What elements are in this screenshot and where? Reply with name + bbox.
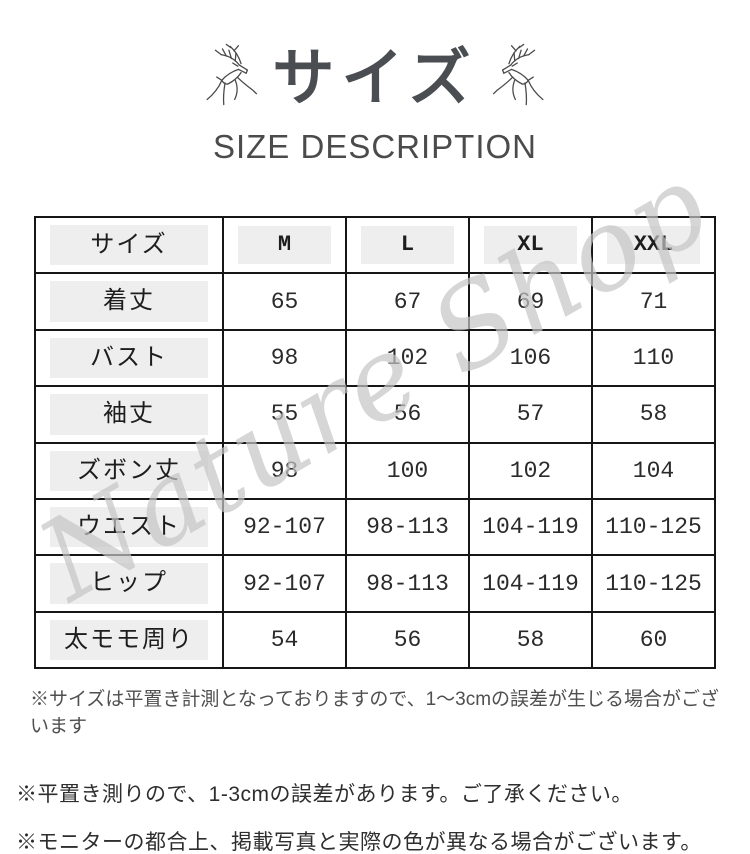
size-table-corner-cell: サイズ — [34, 215, 224, 275]
row-label-cell: 着丈 — [34, 272, 224, 331]
size-value-cell: 110 — [591, 328, 716, 388]
size-value-cell: 58 — [591, 385, 716, 444]
size-value-cell: 104-119 — [468, 554, 593, 613]
row-label-cell: ウエスト — [34, 497, 224, 557]
row-label-cell: バスト — [34, 328, 224, 388]
size-table-header-cell: XL — [468, 215, 593, 275]
size-table-header-cell: M — [222, 215, 347, 275]
size-value-cell: 98 — [222, 441, 347, 500]
size-value-cell: 106 — [468, 328, 593, 388]
deer-icon-left — [202, 38, 266, 120]
size-value-cell: 67 — [345, 272, 470, 331]
size-table: サイズ M L XL XXL 着丈 65 67 69 71 バスト 98 102 106 110 袖丈 55 56… — [34, 215, 716, 670]
size-value-cell: 65 — [222, 272, 347, 331]
header-label: XXL — [607, 226, 700, 265]
size-value-cell: 92-107 — [222, 497, 347, 557]
size-value-cell: 102 — [468, 441, 593, 500]
size-value-cell: 56 — [345, 610, 470, 670]
note-item: ※平置き測りので、1-3cmの誤差があります。ご了承ください。 — [16, 783, 633, 807]
page-title: サイズ — [272, 44, 478, 113]
size-value-cell: 98 — [222, 328, 347, 388]
size-value-cell: 92-107 — [222, 554, 347, 613]
size-table-row: バスト 98 102 106 110 — [34, 328, 716, 388]
page-subtitle: SIZE DESCRIPTION — [212, 128, 538, 165]
header-label: XL — [484, 226, 577, 265]
header-label: L — [361, 226, 454, 265]
size-value-cell: 100 — [345, 441, 470, 500]
size-table-header-cell: L — [345, 215, 470, 275]
size-value-cell: 60 — [591, 610, 716, 670]
size-value-cell: 57 — [468, 385, 593, 444]
size-table-row: 袖丈 55 56 57 58 — [34, 385, 716, 444]
size-value-cell: 55 — [222, 385, 347, 444]
note-item: ※モニターの都合上、掲載写真と実際の色が異なる場合がございます。 — [16, 831, 702, 854]
size-table-row: ウエスト 92-107 98-113 104-119 110-125 — [34, 497, 716, 557]
size-value-cell: 110-125 — [591, 554, 716, 613]
header-label: サイズ — [50, 225, 208, 266]
size-value-cell: 102 — [345, 328, 470, 388]
row-label: バスト — [50, 337, 208, 379]
size-value-cell: 98-113 — [345, 497, 470, 557]
row-label: ズボン丈 — [50, 450, 208, 491]
row-label: ヒップ — [50, 563, 208, 604]
header: サイズ — [0, 0, 750, 166]
size-value-cell: 56 — [345, 385, 470, 444]
size-value-cell: 58 — [468, 610, 593, 670]
row-label-cell: 袖丈 — [34, 385, 224, 444]
row-label: 袖丈 — [50, 394, 208, 435]
size-table-header-cell: XXL — [591, 215, 716, 275]
table-measure-note: ※サイズは平置き計測となっておりますので、1～3cmの誤差が生じる場合がございま… — [30, 689, 720, 738]
title-row: サイズ — [0, 36, 750, 122]
row-label: 太モモ周り — [50, 619, 208, 661]
size-value-cell: 104 — [591, 441, 716, 500]
header-label: M — [238, 226, 331, 265]
row-label-cell: ヒップ — [34, 554, 224, 613]
size-value-cell: 104-119 — [468, 497, 593, 557]
size-table-header-row: サイズ M L XL XXL — [34, 215, 716, 275]
size-table-row: 着丈 65 67 69 71 — [34, 272, 716, 331]
row-label: ウエスト — [50, 506, 208, 548]
size-value-cell: 110-125 — [591, 497, 716, 557]
row-label-cell: ズボン丈 — [34, 441, 224, 500]
size-value-cell: 71 — [591, 272, 716, 331]
size-table-row: 太モモ周り 54 56 58 60 — [34, 610, 716, 670]
row-label-cell: 太モモ周り — [34, 610, 224, 670]
size-value-cell: 98-113 — [345, 554, 470, 613]
deer-icon-right — [484, 38, 548, 120]
size-value-cell: 54 — [222, 610, 347, 670]
row-label: 着丈 — [50, 281, 208, 322]
size-table-row: ズボン丈 98 100 102 104 — [34, 441, 716, 500]
notes-list: ※平置き測りので、1-3cmの誤差があります。ご了承ください。 ※モニターの都合… — [16, 778, 750, 854]
size-value-cell: 69 — [468, 272, 593, 331]
size-table-row: ヒップ 92-107 98-113 104-119 110-125 — [34, 554, 716, 613]
